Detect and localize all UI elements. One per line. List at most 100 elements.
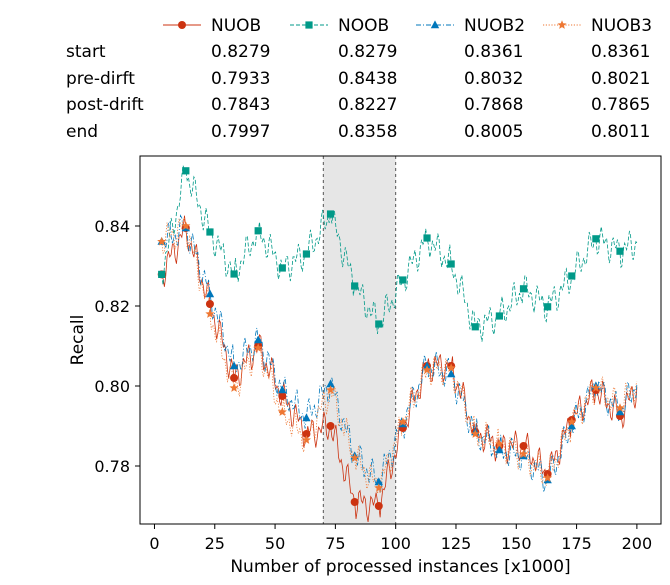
data-point-nuob3: [374, 483, 384, 492]
marker-layer: [157, 167, 625, 510]
x-axis-label: Number of processed instances [x1000]: [230, 557, 570, 577]
legend-marker-nuob3: [557, 20, 567, 29]
y-axis: 0.78 0.80 0.82 0.84: [94, 217, 140, 476]
x-tick-label: 100: [380, 534, 411, 553]
y-tick-label: 0.82: [94, 297, 130, 316]
data-point-nuob3: [543, 473, 553, 482]
data-point-noob: [399, 276, 407, 284]
data-point-nuob2: [374, 477, 383, 486]
x-tick-label: 125: [441, 534, 472, 553]
data-point-nuob2: [205, 289, 215, 298]
data-point-noob: [616, 247, 624, 255]
table-cell: 0.7865: [591, 95, 650, 115]
data-point-nuob3: [253, 343, 263, 352]
data-point-nuob: [350, 498, 359, 506]
data-point-noob: [375, 320, 383, 328]
series-line-nuob2: [161, 214, 638, 493]
data-point-nuob3: [398, 417, 408, 426]
x-tick-label: 0: [149, 534, 159, 553]
data-point-nuob: [205, 300, 214, 308]
drift-region-shade: [323, 156, 396, 524]
data-point-nuob3: [518, 449, 529, 458]
series-line-noob: [161, 165, 638, 342]
table-row-label: pre-dirft: [66, 69, 135, 89]
data-point-noob: [230, 270, 238, 278]
legend-label-nuob3: NUOB3: [591, 16, 652, 36]
table-cell: 0.8361: [591, 42, 650, 62]
data-point-nuob3: [157, 236, 167, 246]
data-point-nuob2: [615, 407, 625, 416]
data-point-noob: [592, 235, 600, 243]
data-point-noob: [519, 285, 528, 293]
y-axis-label: Recall: [68, 315, 88, 366]
legend: NUOB NOOB NUOB2 NUOB3: [163, 16, 652, 36]
y-tick-label: 0.84: [94, 217, 130, 236]
legend-label-nuob: NUOB: [211, 16, 261, 36]
plot-area: [140, 156, 661, 524]
data-point-nuob3: [591, 383, 601, 392]
table-cell: 0.7933: [211, 69, 270, 89]
data-point-nuob: [326, 422, 335, 430]
table-cell: 0.7843: [211, 95, 270, 115]
data-point-nuob3: [301, 435, 311, 444]
table-cell: 0.8005: [464, 122, 523, 142]
x-tick-label: 50: [265, 534, 285, 553]
legend-marker-noob: [305, 21, 313, 29]
data-point-noob: [206, 228, 214, 236]
data-point-nuob3: [350, 453, 360, 462]
table-row-label: post-drift: [66, 95, 144, 115]
data-point-nuob2: [446, 369, 456, 378]
data-point-noob: [302, 250, 311, 258]
data-point-noob: [495, 312, 503, 320]
table-cell: 0.8021: [591, 69, 650, 89]
table-cell: 0.8227: [338, 95, 397, 115]
data-point-noob: [326, 210, 335, 218]
data-point-nuob3: [615, 403, 625, 412]
table-cell: 0.8361: [464, 42, 523, 62]
data-point-noob: [447, 260, 455, 268]
table-cell: 0.8438: [338, 69, 397, 89]
y-tick-label: 0.78: [94, 457, 130, 476]
data-point-noob: [182, 167, 190, 175]
x-tick-label: 175: [561, 534, 592, 553]
data-point-nuob3: [422, 365, 432, 374]
table-cell: 0.7997: [211, 122, 270, 142]
table-cell: 0.8011: [591, 122, 650, 142]
data-point-nuob2: [567, 421, 576, 430]
table-row-label: end: [66, 122, 98, 142]
y-tick-label: 0.80: [94, 377, 130, 396]
legend-label-noob: NOOB: [338, 16, 389, 36]
data-point-noob: [471, 323, 479, 331]
data-point-nuob2: [253, 335, 263, 344]
data-point-noob: [544, 303, 552, 311]
data-point-noob: [254, 227, 262, 235]
data-point-nuob3: [470, 429, 480, 438]
data-point-nuob2: [495, 445, 504, 454]
table-cell: 0.8358: [338, 122, 397, 142]
data-point-nuob: [278, 392, 287, 400]
data-point-nuob3: [494, 439, 504, 448]
table-row-label: start: [66, 42, 106, 62]
data-point-nuob2: [326, 379, 335, 388]
x-axis: 0 25 50 75 100 125 150 175 200: [149, 524, 652, 553]
drift-region: [322, 156, 397, 524]
data-point-nuob: [302, 430, 311, 438]
table-cell: 0.8032: [464, 69, 523, 89]
summary-table: start 0.8279 0.8279 0.8361 0.8361 pre-dirft 0.…: [66, 42, 650, 142]
x-tick-label: 75: [325, 534, 345, 553]
data-point-nuob3: [446, 363, 456, 372]
data-point-nuob3: [205, 309, 215, 318]
data-point-nuob3: [229, 383, 239, 392]
x-tick-label: 200: [622, 534, 653, 553]
table-cell: 0.8279: [338, 42, 397, 62]
legend-marker-nuob2: [430, 20, 440, 29]
data-point-noob: [278, 264, 286, 272]
plot-frame: [139, 155, 662, 525]
legend-label-nuob2: NUOB2: [464, 16, 525, 36]
data-point-nuob: [519, 442, 528, 450]
x-tick-label: 150: [501, 534, 532, 553]
data-point-noob: [568, 272, 576, 280]
data-point-nuob3: [277, 407, 287, 416]
series-line-nuob3: [161, 216, 638, 494]
